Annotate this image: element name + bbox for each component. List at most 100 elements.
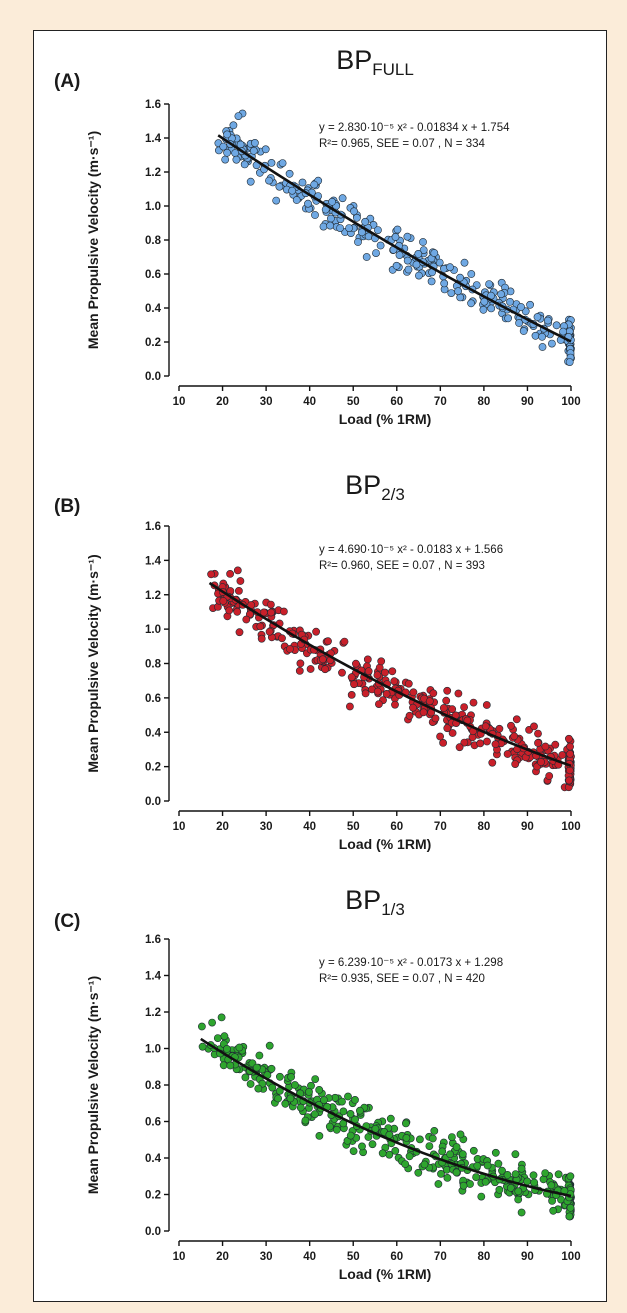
data-point (257, 634, 266, 643)
regression-equation: y = 6.239·10⁻⁵ x² - 0.0173 x + 1.298 (319, 957, 503, 969)
data-point (440, 279, 449, 288)
data-point (338, 1097, 346, 1106)
data-point (511, 760, 520, 768)
data-point (374, 700, 383, 708)
y-tick-label: 0.2 (145, 762, 161, 774)
data-point (469, 1146, 478, 1155)
data-point (405, 1152, 414, 1161)
y-tick-label: 1.2 (145, 167, 161, 179)
data-point (481, 1178, 490, 1186)
data-point (388, 667, 397, 676)
data-point (541, 742, 550, 751)
data-point (219, 597, 228, 605)
data-point (565, 1212, 574, 1221)
data-point (404, 265, 413, 274)
data-point (311, 211, 319, 219)
data-point (448, 705, 457, 714)
regression-curve (217, 134, 572, 343)
data-point (318, 655, 327, 664)
data-point (338, 668, 346, 677)
data-point (197, 1022, 206, 1031)
data-point (460, 703, 468, 711)
data-point (552, 321, 561, 330)
data-point (495, 1185, 504, 1194)
data-point (231, 149, 240, 157)
x-tick-label: 70 (434, 396, 447, 408)
chart-title-main: BP (336, 45, 372, 75)
scatter-points (207, 566, 575, 792)
data-point (476, 739, 485, 748)
data-point (565, 776, 573, 785)
data-point (491, 740, 500, 749)
data-point (319, 222, 328, 231)
data-point (268, 1083, 277, 1092)
data-point (477, 1192, 486, 1201)
data-point (391, 233, 400, 241)
regression-stats: R²= 0.935, SEE = 0.07 , N = 420 (319, 973, 485, 985)
data-point (254, 1084, 263, 1093)
data-point (485, 280, 493, 288)
data-point (357, 228, 366, 237)
data-point (419, 708, 428, 717)
data-point (565, 766, 574, 775)
data-point (495, 724, 504, 733)
y-tick-label: 0.2 (145, 1190, 161, 1202)
regression-curve (208, 581, 572, 768)
x-axis-label: Load (% 1RM) (339, 836, 432, 852)
data-point (448, 729, 457, 737)
data-point (275, 1072, 284, 1081)
data-point (266, 600, 275, 609)
y-tick-label: 0.6 (145, 269, 161, 281)
data-point (236, 577, 245, 585)
chart-title-subscript: FULL (372, 60, 414, 79)
data-point (278, 634, 286, 643)
y-tick-label: 0.8 (145, 1080, 162, 1092)
data-point (392, 261, 401, 270)
data-point (503, 1171, 512, 1179)
data-point (222, 1045, 231, 1053)
data-point (345, 702, 354, 711)
y-axis-label: Mean Propulsive Velocity (m·s⁻¹) (85, 131, 101, 349)
y-tick-label: 1.6 (145, 934, 161, 946)
data-point (296, 659, 305, 668)
data-point (272, 196, 281, 205)
data-point (275, 182, 284, 191)
data-point (498, 1166, 506, 1175)
data-point (409, 688, 418, 697)
data-point (305, 1088, 313, 1096)
data-point (566, 742, 574, 751)
data-point (414, 271, 423, 280)
data-point (469, 698, 478, 707)
data-point (364, 667, 373, 676)
data-point (326, 221, 334, 230)
data-point (350, 680, 358, 689)
x-tick-label: 100 (561, 1251, 580, 1263)
data-point (246, 177, 255, 186)
y-tick-label: 1.4 (145, 133, 162, 145)
data-point (548, 339, 556, 348)
data-point (315, 1132, 324, 1140)
data-point (376, 241, 385, 250)
chart-title: BP1/3 (345, 885, 405, 919)
data-point (517, 1164, 526, 1173)
data-point (223, 130, 231, 139)
panel-label: (B) (54, 496, 80, 517)
y-tick-label: 0.2 (145, 337, 161, 349)
data-point (545, 772, 554, 780)
data-point (346, 1131, 355, 1140)
data-point (481, 722, 490, 731)
x-tick-label: 40 (303, 396, 316, 408)
y-tick-label: 0.0 (145, 1226, 161, 1238)
data-point (265, 176, 273, 185)
data-point (529, 1171, 538, 1180)
data-point (488, 758, 497, 767)
data-point (456, 273, 464, 282)
x-tick-label: 80 (477, 821, 490, 833)
data-point (361, 689, 370, 698)
data-point (491, 1148, 500, 1157)
data-point (345, 224, 353, 232)
data-point (373, 226, 382, 234)
data-point (425, 1142, 434, 1150)
y-tick-label: 0.4 (145, 1153, 162, 1165)
data-point (494, 1159, 503, 1168)
